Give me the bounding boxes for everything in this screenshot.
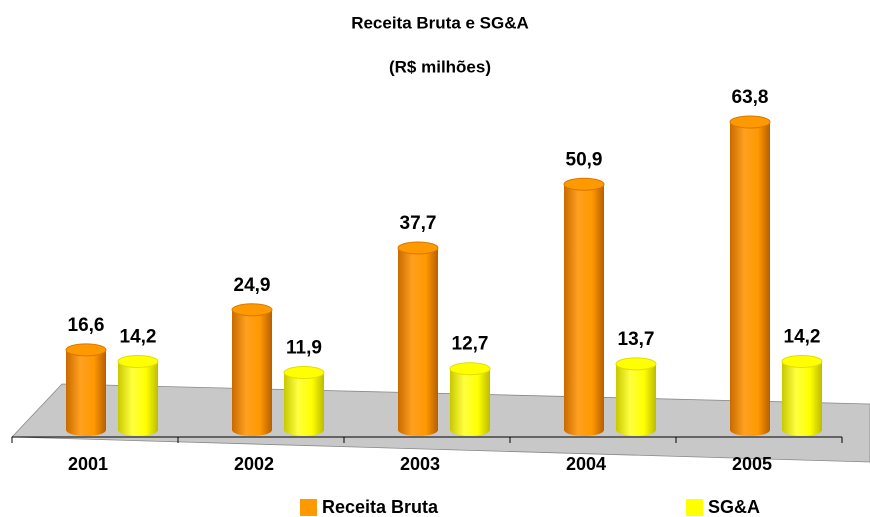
bar-top <box>283 366 325 380</box>
bar <box>729 115 771 436</box>
bar-bottom <box>730 424 770 436</box>
bar-top <box>729 115 771 129</box>
bar <box>397 241 439 436</box>
bar-top <box>615 357 657 371</box>
bar <box>563 177 605 436</box>
bar-bottom <box>398 424 438 436</box>
bar-top <box>563 177 605 191</box>
chart-subtitle: (R$ milhões) <box>389 57 491 76</box>
bar-body <box>232 309 272 430</box>
bar-bottom <box>450 424 490 436</box>
legend-swatch <box>686 499 703 516</box>
bar-bottom <box>782 424 822 436</box>
value-label: 50,9 <box>566 149 603 170</box>
x-tick-label: 2005 <box>732 454 772 474</box>
legend-label: SG&A <box>708 497 760 517</box>
bar-body <box>450 368 490 430</box>
bar-body <box>616 363 656 430</box>
bar <box>615 357 657 436</box>
value-label: 14,2 <box>120 326 157 347</box>
bar-body <box>66 349 106 430</box>
value-label: 11,9 <box>286 338 322 359</box>
bar-body <box>730 122 770 430</box>
legend-label: Receita Bruta <box>322 497 439 517</box>
value-label: 12,7 <box>452 334 489 355</box>
value-label: 37,7 <box>400 213 437 234</box>
value-label: 14,2 <box>784 326 821 347</box>
bar-body <box>564 184 604 430</box>
bar-bottom <box>232 424 272 436</box>
x-tick-label: 2004 <box>566 454 606 474</box>
chart-title: Receita Bruta e SG&A <box>351 13 529 32</box>
bar-top <box>397 241 439 255</box>
bar <box>117 354 159 436</box>
x-tick-label: 2002 <box>234 454 274 474</box>
x-tick-label: 2003 <box>400 454 440 474</box>
bar-top <box>117 354 159 368</box>
bar-bottom <box>284 424 324 436</box>
bar-body <box>118 361 158 430</box>
bar-body <box>398 248 438 430</box>
legend-swatch <box>300 499 317 516</box>
bar-top <box>65 343 107 357</box>
bar-body <box>284 372 324 430</box>
bar-body <box>782 361 822 430</box>
bar-top <box>781 354 823 368</box>
bar-top <box>449 362 491 376</box>
value-label: 24,9 <box>234 275 271 296</box>
bar-bottom <box>118 424 158 436</box>
bar <box>283 366 325 436</box>
bar <box>449 362 491 436</box>
value-label: 13,7 <box>618 329 655 350</box>
bar-bottom <box>564 424 604 436</box>
bar <box>781 354 823 436</box>
bar-bottom <box>66 424 106 436</box>
value-label: 63,8 <box>732 87 769 108</box>
bar-bottom <box>616 424 656 436</box>
bar-top <box>231 303 273 317</box>
x-tick-label: 2001 <box>68 454 108 474</box>
bar <box>65 343 107 436</box>
bar <box>231 303 273 436</box>
value-label: 16,6 <box>68 315 105 336</box>
